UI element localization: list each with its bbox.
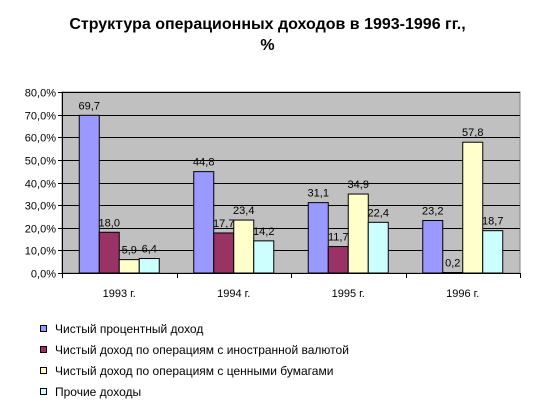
data-label: 23,2 <box>422 206 443 218</box>
bar <box>367 221 389 274</box>
legend-item: Прочие доходы <box>40 381 349 402</box>
bar <box>233 219 255 274</box>
bar <box>442 272 464 274</box>
bar <box>462 141 484 274</box>
y-tick-label: 50,0% <box>25 156 56 168</box>
data-label: 18,7 <box>482 216 503 228</box>
y-tick-label: 40,0% <box>25 179 56 191</box>
legend-swatch <box>40 346 47 353</box>
data-label: 0,2 <box>445 258 460 270</box>
data-label: 69,7 <box>79 100 100 112</box>
bar <box>482 230 504 274</box>
legend-item: Чистый доход по операциям с ценными бума… <box>40 360 349 381</box>
legend-swatch <box>40 388 47 395</box>
y-tick-label: 20,0% <box>25 224 56 236</box>
bar <box>347 193 369 274</box>
bar <box>78 114 100 274</box>
legend-label: Чистый процентный доход <box>55 321 204 336</box>
legend-swatch <box>40 325 47 332</box>
legend-item: Чистый доход по операциям с иностранной … <box>40 339 349 360</box>
bar <box>422 220 444 274</box>
x-tick-label: 1994 г. <box>217 288 250 300</box>
data-label: 17,7 <box>213 218 234 230</box>
data-label: 23,4 <box>233 205 254 217</box>
data-label: 14,2 <box>253 226 274 238</box>
legend-item: Чистый процентный доход <box>40 318 349 339</box>
data-label: 5,9 <box>122 245 137 257</box>
legend: Чистый процентный доход Чистый доход по о… <box>40 318 349 402</box>
data-label: 11,7 <box>328 232 349 244</box>
data-label: 57,8 <box>462 127 483 139</box>
plot-area <box>61 91 521 274</box>
y-tick-label: 80,0% <box>25 88 56 100</box>
data-label: 22,4 <box>368 207 389 219</box>
x-tick-label: 1996 г. <box>446 288 479 300</box>
y-tick-label: 60,0% <box>25 133 56 145</box>
legend-label: Чистый доход по операциям с ценными бума… <box>55 363 334 378</box>
bar <box>193 171 215 274</box>
bar <box>213 232 235 274</box>
legend-label: Прочие доходы <box>55 384 142 399</box>
data-label: 44,8 <box>193 157 214 169</box>
bar <box>307 202 329 274</box>
y-tick-label: 10,0% <box>25 246 56 258</box>
bar <box>327 246 349 274</box>
data-label: 31,1 <box>308 188 329 200</box>
chart-title-line2: % <box>260 37 275 54</box>
y-tick-label: 0,0% <box>31 269 56 281</box>
chart-title: Структура операционных доходов в 1993-19… <box>0 14 535 56</box>
data-label: 34,9 <box>348 179 369 191</box>
legend-swatch <box>40 367 47 374</box>
chart-title-line1: Структура операционных доходов в 1993-19… <box>69 16 466 33</box>
y-tick-label: 70,0% <box>25 111 56 123</box>
data-label: 18,0 <box>99 217 120 229</box>
legend-label: Чистый доход по операциям с иностранной … <box>55 342 349 357</box>
bar <box>138 258 160 274</box>
bar <box>253 240 275 274</box>
bar <box>98 231 120 274</box>
x-tick-label: 1993 г. <box>103 288 136 300</box>
bar <box>118 259 140 274</box>
y-tick-label: 30,0% <box>25 201 56 213</box>
x-tick-label: 1995 г. <box>332 288 365 300</box>
data-label: 6,4 <box>142 244 157 256</box>
